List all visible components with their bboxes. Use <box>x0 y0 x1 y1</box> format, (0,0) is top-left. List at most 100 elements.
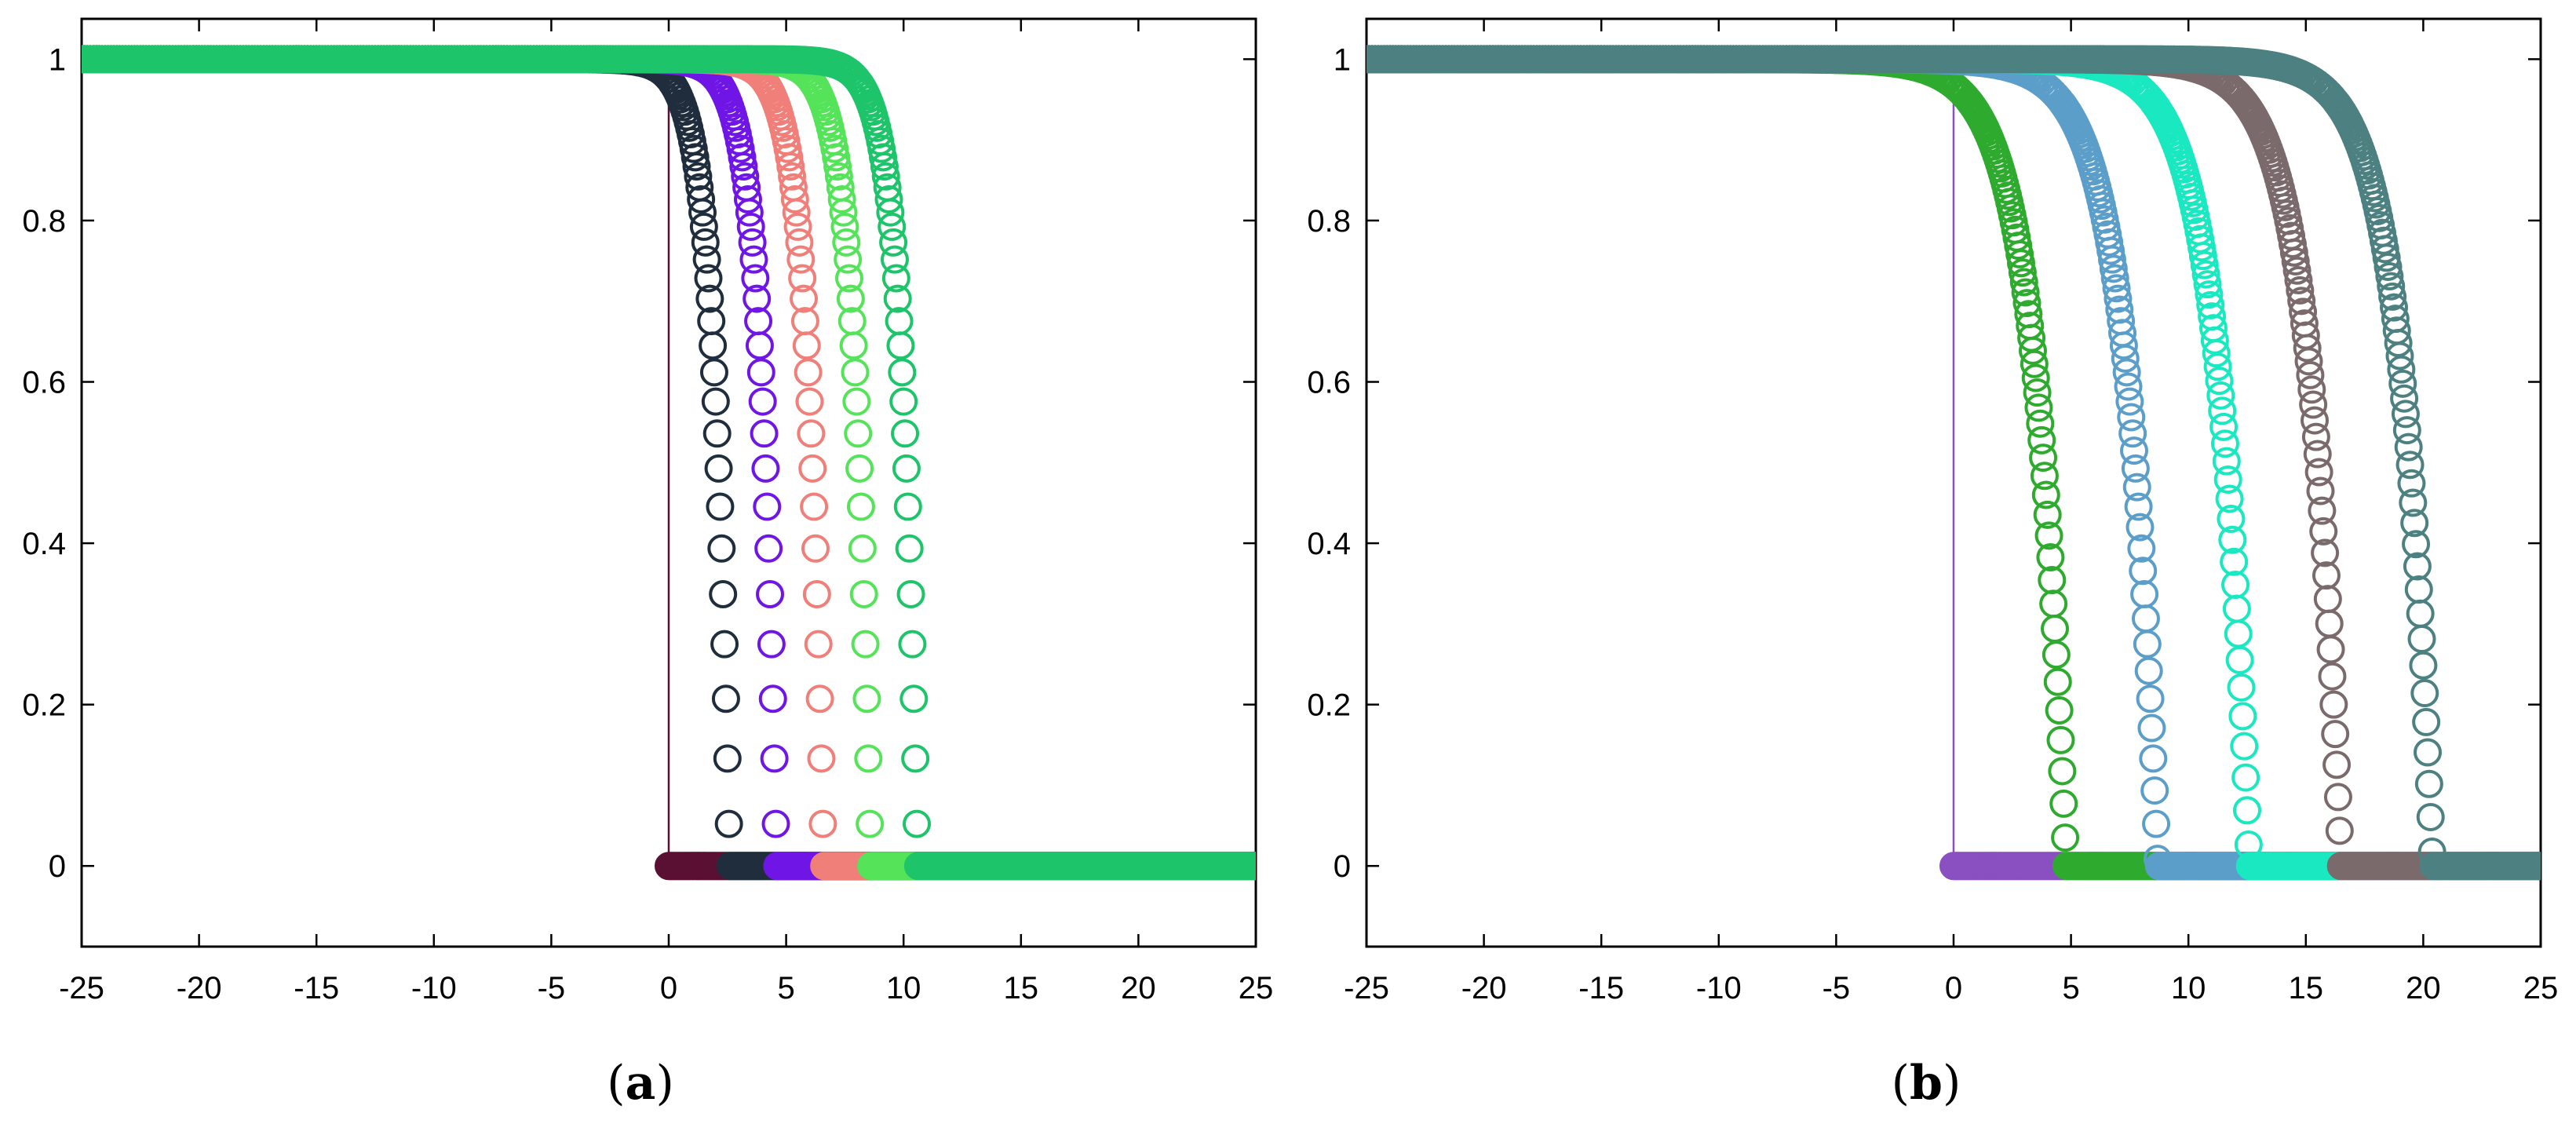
data-point <box>839 331 868 360</box>
x-tick-label: 10 <box>886 971 921 1005</box>
data-point <box>881 264 910 293</box>
data-point <box>2045 695 2074 724</box>
data-point <box>2139 744 2168 773</box>
data-point <box>756 580 785 609</box>
data-point <box>2218 525 2247 554</box>
data-point <box>2279 238 2308 267</box>
data-point <box>2316 635 2345 664</box>
data-point <box>802 580 831 609</box>
data-point <box>2233 796 2261 825</box>
data-point <box>2190 250 2219 279</box>
data-point <box>2020 349 2049 378</box>
data-point <box>2202 339 2231 368</box>
x-tick-label: -10 <box>411 971 457 1005</box>
data-point <box>2024 393 2053 422</box>
data-point <box>794 358 823 387</box>
data-point <box>2036 543 2065 572</box>
data-point <box>801 534 830 563</box>
x-tick-label: -25 <box>1344 971 1389 1005</box>
data-point <box>2203 352 2232 381</box>
data-point <box>2129 557 2158 586</box>
data-point <box>2304 458 2333 487</box>
y-tick-label: 0.6 <box>1307 366 1351 400</box>
data-point <box>746 358 775 387</box>
data-point <box>2301 422 2330 451</box>
data-point <box>695 284 724 313</box>
data-point <box>2221 570 2250 599</box>
data-point <box>2049 789 2078 818</box>
data-point <box>733 185 762 214</box>
y-tick-label: 0 <box>1334 849 1351 884</box>
data-point <box>800 492 829 521</box>
data-point <box>2021 363 2050 392</box>
data-point <box>895 534 924 563</box>
data-point <box>2195 280 2224 309</box>
data-point <box>886 331 915 360</box>
data-point <box>699 331 728 360</box>
data-point <box>822 143 851 172</box>
x-tick-label: -5 <box>538 971 566 1005</box>
data-point <box>713 744 742 773</box>
data-point <box>684 162 713 191</box>
chart-panel-a: -25 -20 -15 -10 -5 0 5 10 15 20 2500.20.40.60.81(a… <box>22 17 1273 1111</box>
data-point <box>2286 276 2315 305</box>
y-tick-label: 0.4 <box>22 527 66 561</box>
data-point <box>2041 640 2071 670</box>
data-point <box>844 419 873 448</box>
data-point <box>687 185 716 214</box>
data-point <box>876 198 905 227</box>
data-point <box>2051 823 2080 852</box>
x-tick-label: 20 <box>2406 971 2441 1005</box>
data-point <box>2210 429 2239 458</box>
x-tick-label: 0 <box>1945 971 1962 1005</box>
data-point <box>2034 521 2063 550</box>
data-point <box>797 419 826 448</box>
x-tick-label: -5 <box>1823 971 1851 1005</box>
data-point <box>2136 684 2165 713</box>
series-6 <box>82 45 1256 881</box>
data-point <box>2325 816 2354 845</box>
data-point <box>852 684 881 713</box>
data-point <box>707 534 736 563</box>
x-tick-label: 5 <box>2062 971 2079 1005</box>
data-point <box>2193 270 2222 299</box>
x-tick-label: 5 <box>777 971 794 1005</box>
data-point <box>741 264 770 293</box>
data-point <box>2299 390 2328 419</box>
x-tick-label: 15 <box>1004 971 1039 1005</box>
data-point <box>2102 274 2131 303</box>
data-point <box>758 684 787 713</box>
data-point <box>903 809 932 838</box>
data-point <box>2206 381 2235 410</box>
data-point <box>892 454 921 483</box>
data-point <box>2196 290 2225 319</box>
data-point <box>2115 387 2144 416</box>
data-point <box>835 264 864 293</box>
data-point <box>2109 331 2138 360</box>
data-point <box>775 143 804 172</box>
data-point <box>2127 534 2156 563</box>
data-point <box>830 212 859 241</box>
data-point <box>829 198 858 227</box>
data-point <box>807 744 836 773</box>
x-tick-label: 25 <box>2523 971 2559 1005</box>
data-point <box>710 630 739 659</box>
data-point <box>856 809 885 838</box>
x-tick-label: 0 <box>660 971 677 1005</box>
y-tick-label: 0.6 <box>22 366 66 400</box>
data-point <box>846 492 875 521</box>
data-point <box>845 454 874 483</box>
data-point <box>1242 852 1256 881</box>
data-point <box>2118 419 2147 448</box>
data-point <box>2097 245 2126 274</box>
data-point <box>754 534 783 563</box>
data-point <box>896 580 925 609</box>
data-point <box>2011 278 2040 307</box>
data-point <box>2100 264 2129 293</box>
data-point <box>2319 690 2348 719</box>
data-point <box>2323 783 2352 812</box>
data-point <box>711 684 740 713</box>
data-point <box>760 744 789 773</box>
data-point <box>748 387 777 416</box>
data-point <box>2120 436 2149 465</box>
